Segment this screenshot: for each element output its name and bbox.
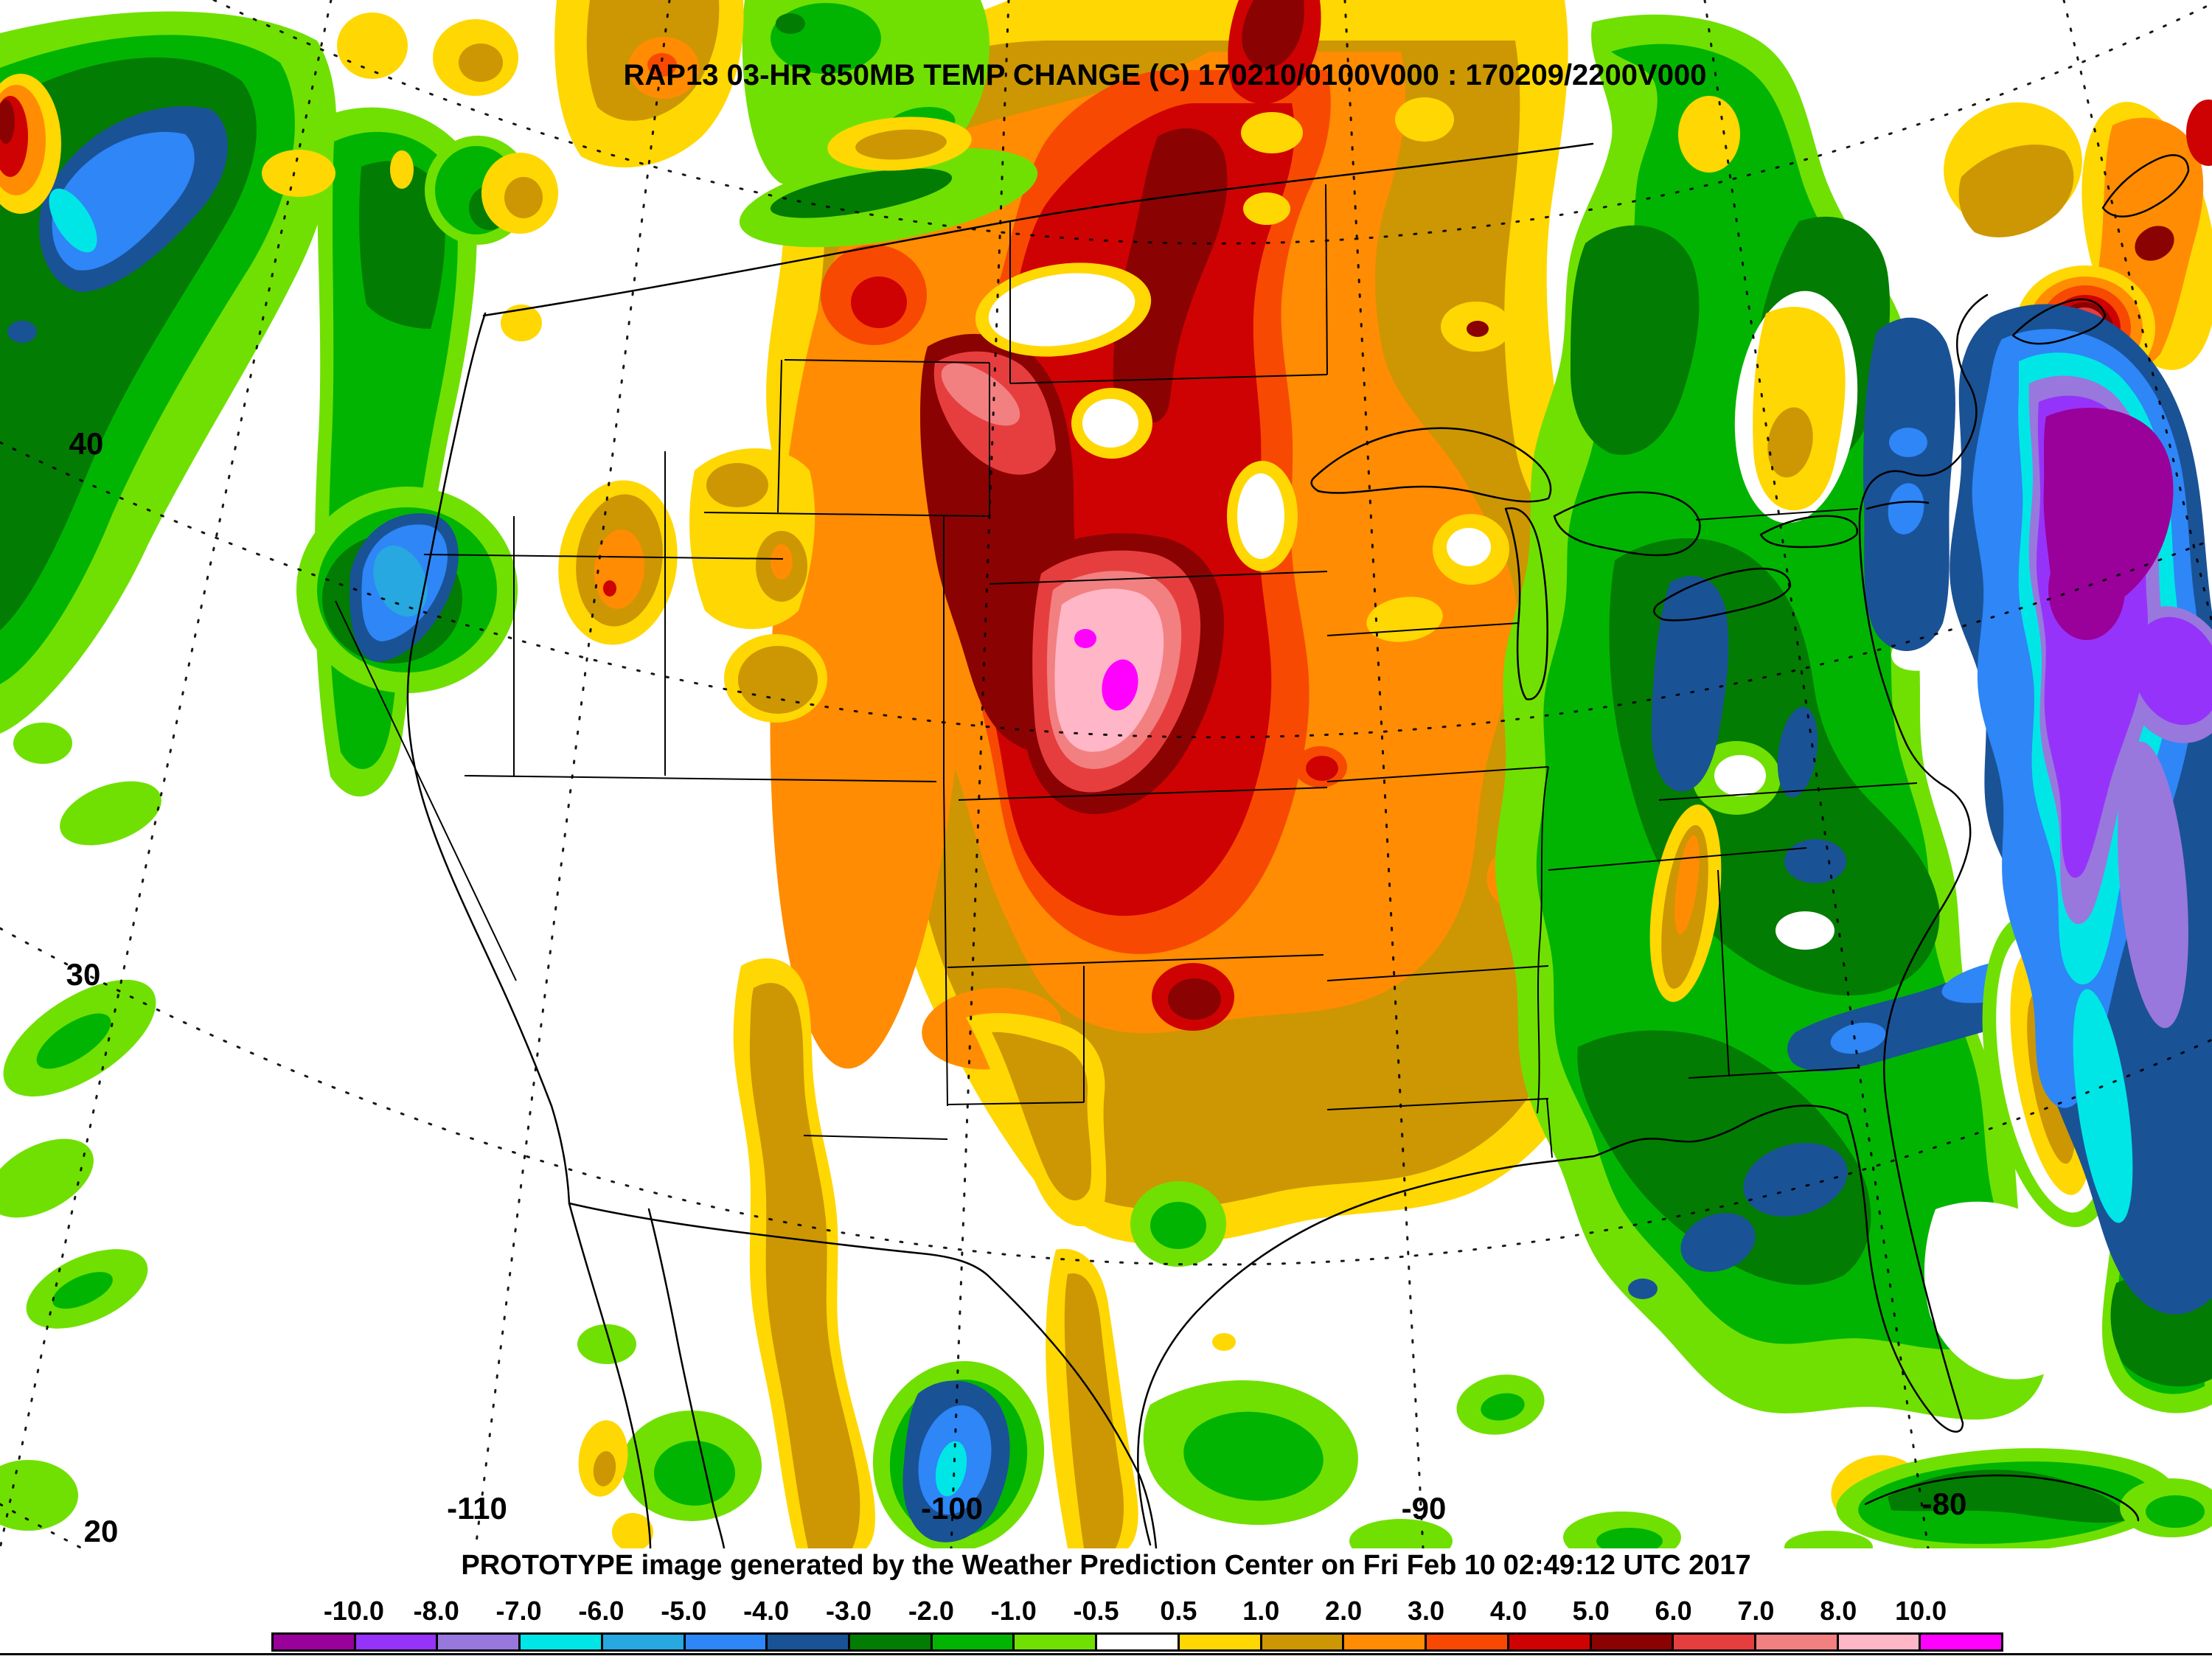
color-scale-bar <box>271 1632 2003 1652</box>
colorbar-cell-7 <box>850 1635 933 1649</box>
graticule-lines <box>0 0 2212 1548</box>
colorbar-label-6.0: 6.0 <box>1655 1596 1692 1626</box>
region-west <box>0 0 1138 1548</box>
colorbar-cell-17 <box>1674 1635 1756 1649</box>
colorbar-label--10.0: -10.0 <box>323 1596 384 1626</box>
weather-map <box>0 0 2212 1548</box>
graticule-label--90: -90 <box>1401 1491 1447 1526</box>
colorbar-cell-15 <box>1509 1635 1592 1649</box>
state-lines <box>335 184 1918 1158</box>
colorbar-cell-4 <box>602 1635 686 1649</box>
colorbar-cell-8 <box>932 1635 1015 1649</box>
region-central-warm-mass <box>766 0 1691 1245</box>
colorbar-label-5.0: 5.0 <box>1572 1596 1610 1626</box>
colorbar-cell-0 <box>274 1635 356 1649</box>
colorbar-label-3.0: 3.0 <box>1407 1596 1445 1626</box>
colorbar-cell-19 <box>1838 1635 1921 1649</box>
prototype-caption: PROTOTYPE image generated by the Weather… <box>461 1550 1751 1581</box>
colorbar-label--6.0: -6.0 <box>578 1596 625 1626</box>
contour-map-svg <box>0 0 2212 1548</box>
colorbar-label-8.0: 8.0 <box>1820 1596 1857 1626</box>
colorbar-cell-14 <box>1427 1635 1509 1649</box>
graticule-label--110: -110 <box>447 1491 507 1526</box>
colorbar-cell-13 <box>1344 1635 1427 1649</box>
colorbar-cell-20 <box>1921 1635 2002 1649</box>
colorbar-label--5.0: -5.0 <box>661 1596 707 1626</box>
colorbar-label-1.0: 1.0 <box>1242 1596 1280 1626</box>
region-northeast-pool <box>1917 0 2212 1315</box>
colorbar-label-4.0: 4.0 <box>1489 1596 1527 1626</box>
colorbar-cell-5 <box>685 1635 768 1649</box>
colorbar-label--4.0: -4.0 <box>743 1596 790 1626</box>
colorbar-label-0.5: 0.5 <box>1160 1596 1197 1626</box>
map-title: RAP13 03-HR 850MB TEMP CHANGE (C) 170210… <box>623 59 1707 91</box>
colorbar-cell-18 <box>1756 1635 1839 1649</box>
colorbar-cell-2 <box>438 1635 521 1649</box>
colorbar-cell-6 <box>768 1635 851 1649</box>
graticule-label-30: 30 <box>66 957 101 992</box>
coastlines-borders <box>406 142 2190 1548</box>
colorbar-label-2.0: 2.0 <box>1325 1596 1363 1626</box>
colorbar-cell-12 <box>1262 1635 1345 1649</box>
colorbar-label--3.0: -3.0 <box>825 1596 872 1626</box>
colorbar-label--0.5: -0.5 <box>1073 1596 1119 1626</box>
graticule-label--80: -80 <box>1921 1486 1967 1521</box>
colorbar-label-10.0: 10.0 <box>1895 1596 1947 1626</box>
colorbar-label-7.0: 7.0 <box>1737 1596 1775 1626</box>
colorbar-cell-11 <box>1179 1635 1262 1649</box>
graticule-label-20: 20 <box>83 1514 119 1548</box>
colorbar-label--7.0: -7.0 <box>495 1596 542 1626</box>
graticule-label--100: -100 <box>920 1491 984 1526</box>
colorbar-cell-9 <box>1015 1635 1098 1649</box>
colorbar-cell-3 <box>521 1635 603 1649</box>
colorbar-label--1.0: -1.0 <box>990 1596 1037 1626</box>
colorbar-cell-10 <box>1097 1635 1180 1649</box>
colorbar-label--2.0: -2.0 <box>908 1596 954 1626</box>
colorbar-cell-1 <box>355 1635 439 1649</box>
colorbar-label--8.0: -8.0 <box>413 1596 459 1626</box>
graticule-label-40: 40 <box>69 426 104 461</box>
bottom-rule <box>0 1653 2212 1655</box>
colorbar-cell-16 <box>1591 1635 1674 1649</box>
